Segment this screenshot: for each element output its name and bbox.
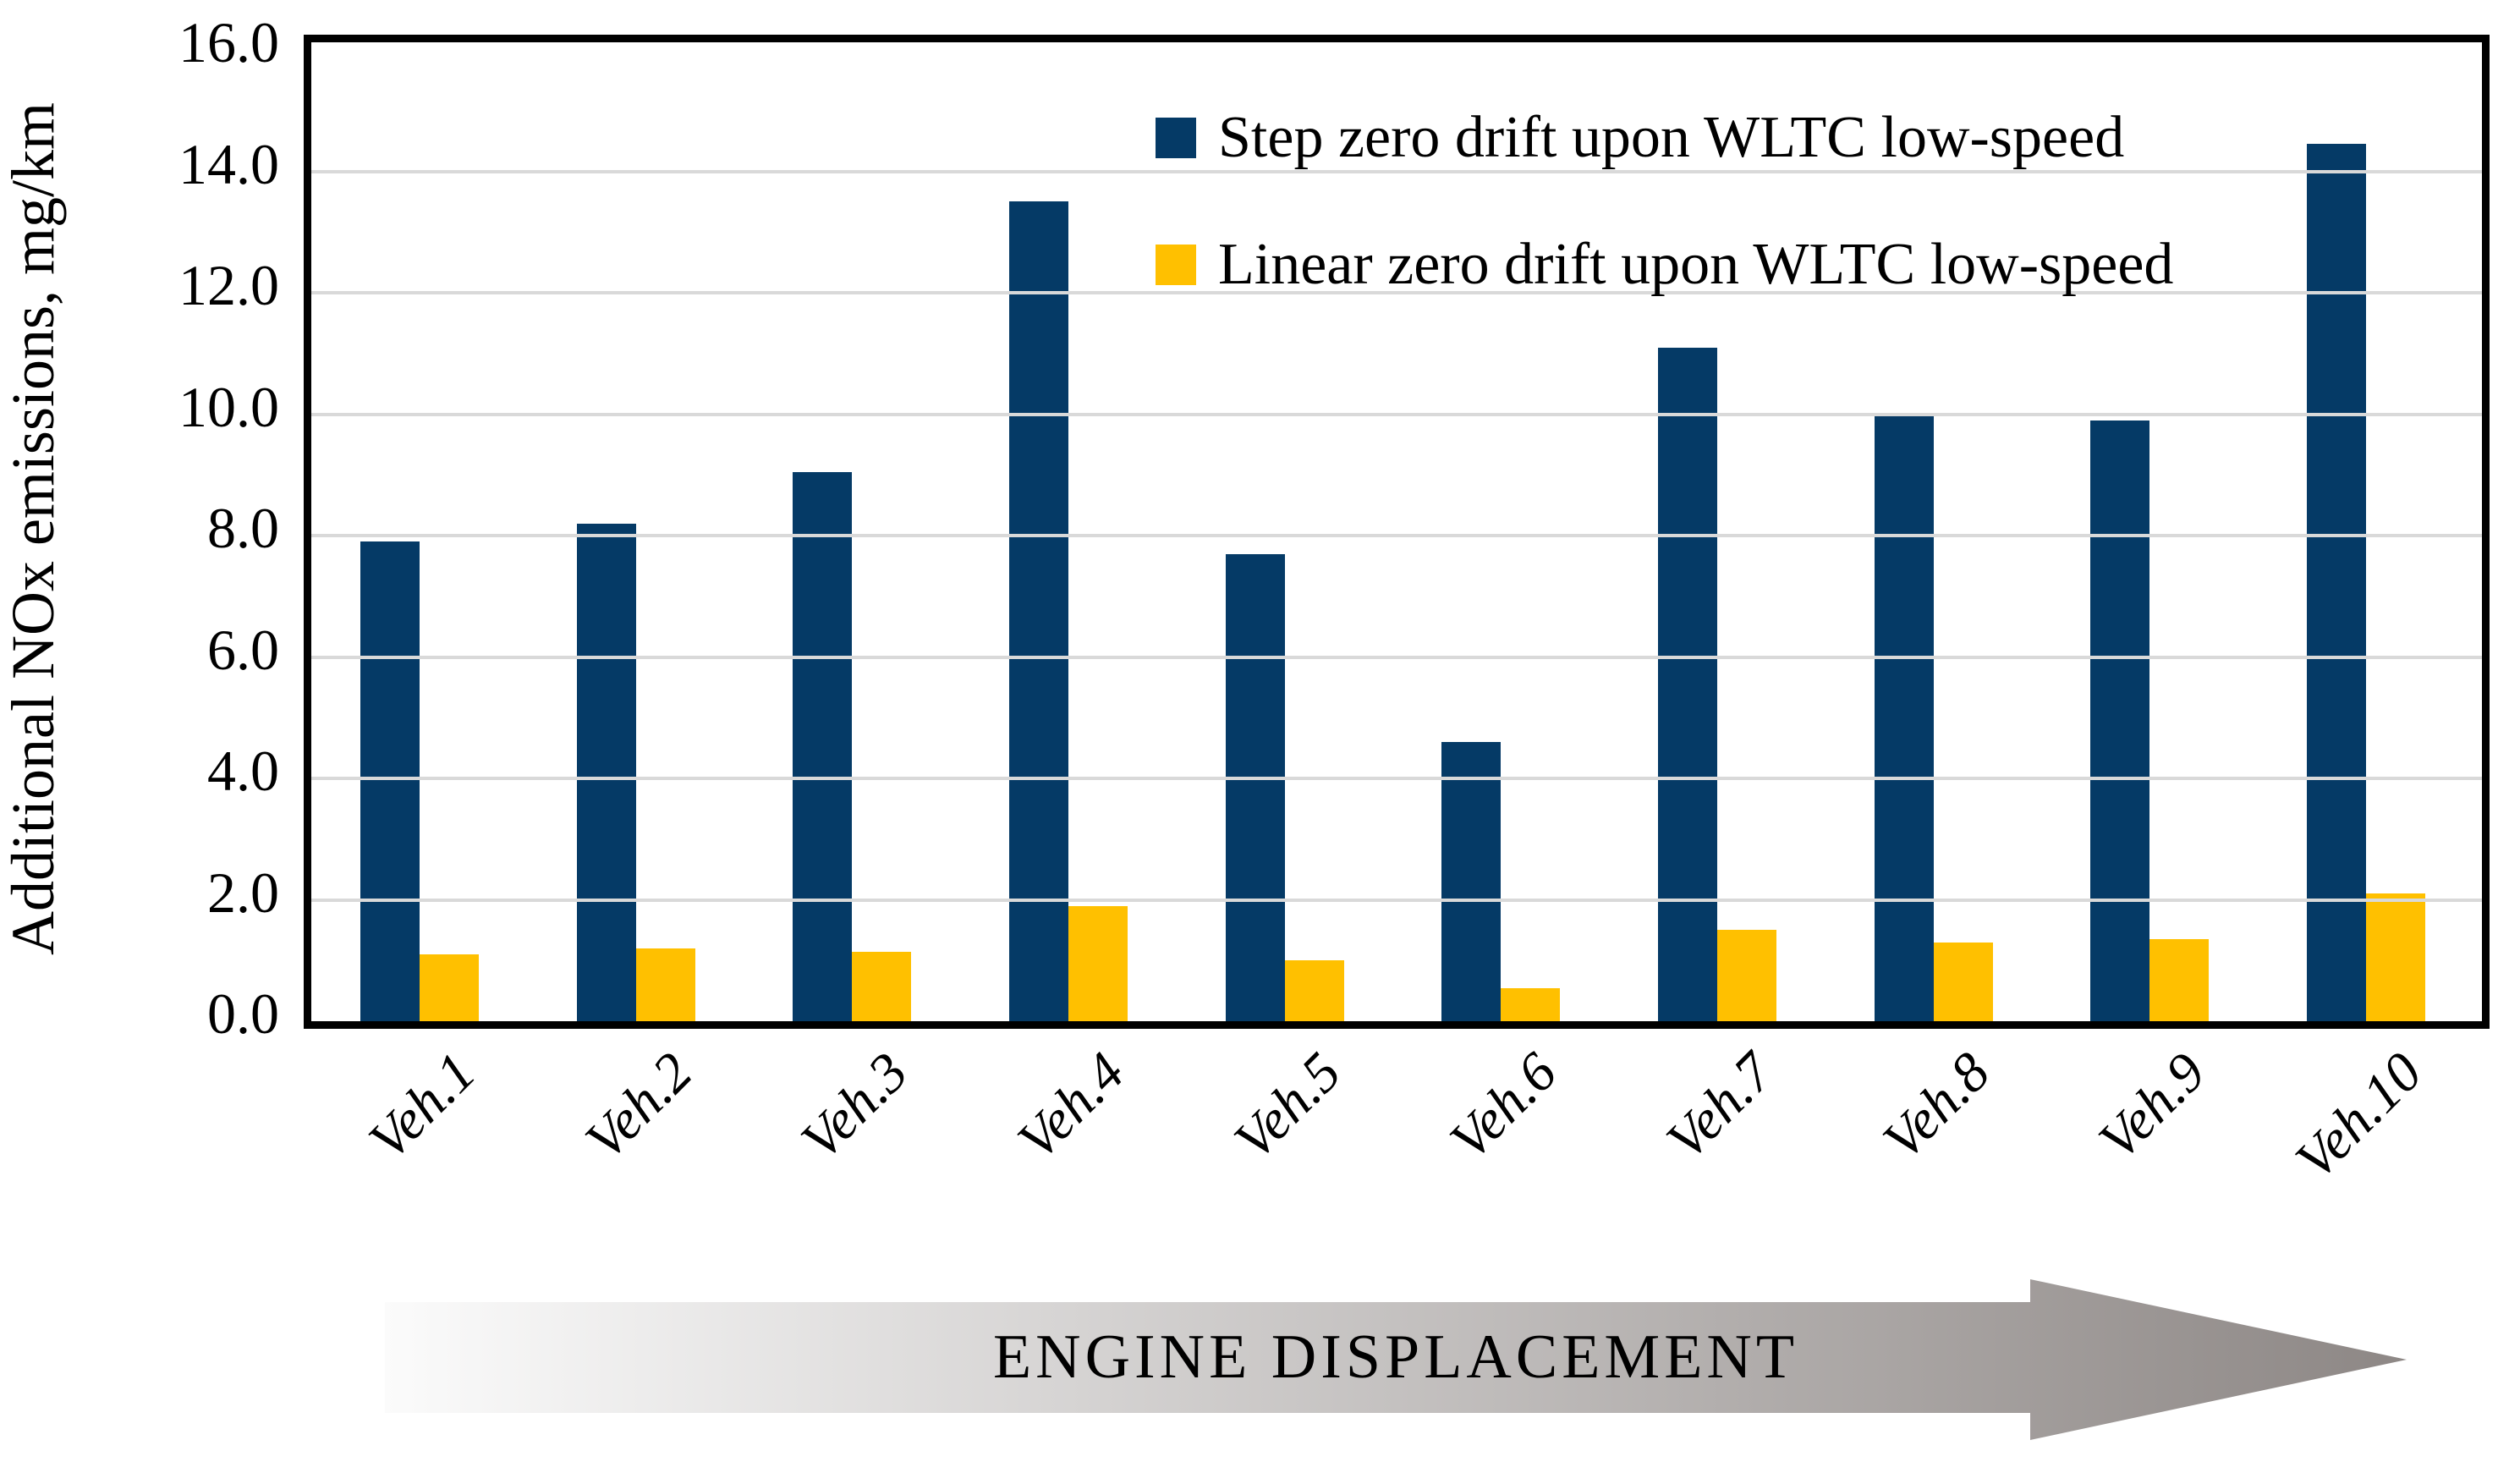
gridline	[311, 291, 2482, 294]
gridline	[311, 412, 2482, 416]
bar-step-Veh.1	[360, 541, 420, 1021]
gridline	[311, 777, 2482, 780]
y-tick-label: 10.0	[178, 374, 279, 439]
bar-linear-Veh.5	[1284, 960, 1344, 1021]
bar-linear-Veh.8	[1933, 942, 1993, 1021]
y-tick-label: 16.0	[178, 10, 279, 74]
bar-step-Veh.8	[1874, 414, 1934, 1021]
bar-step-Veh.10	[2307, 144, 2367, 1021]
engine-displacement-arrow	[385, 1279, 2407, 1440]
bar-linear-Veh.6	[1501, 987, 1561, 1021]
bar-linear-Veh.1	[419, 954, 479, 1021]
bar-linear-Veh.3	[852, 951, 912, 1021]
engine-displacement-label: ENGINE DISPLACEMENT	[992, 1322, 1799, 1392]
legend-swatch-linear	[1156, 245, 1196, 285]
gridline	[311, 898, 2482, 902]
bar-linear-Veh.7	[1717, 930, 1777, 1021]
bar-step-Veh.9	[2090, 420, 2150, 1021]
y-tick-label: 8.0	[207, 496, 279, 560]
gridline	[311, 169, 2482, 173]
arrow-shape	[385, 1279, 2407, 1440]
legend-item: Step zero drift upon WLTC low-speed	[1156, 107, 2124, 169]
bar-linear-Veh.10	[2366, 893, 2426, 1021]
plot-inner	[311, 42, 2482, 1021]
bar-step-Veh.6	[1441, 741, 1502, 1021]
legend-label: Linear zero drift upon WLTC low-speed	[1218, 232, 2174, 297]
y-tick-label: 0.0	[207, 981, 279, 1046]
plot-area	[304, 35, 2490, 1029]
bar-step-Veh.3	[793, 471, 853, 1021]
bar-linear-Veh.4	[1068, 905, 1128, 1021]
gridline	[311, 534, 2482, 537]
legend-label: Step zero drift upon WLTC low-speed	[1218, 105, 2125, 170]
bar-linear-Veh.2	[635, 948, 695, 1021]
legend-item: Linear zero drift upon WLTC low-speed	[1156, 234, 2173, 296]
y-tick-label: 6.0	[207, 617, 279, 682]
y-tick-label: 14.0	[178, 131, 279, 196]
bar-step-Veh.5	[1225, 553, 1285, 1021]
bar-step-Veh.4	[1008, 201, 1068, 1021]
bar-step-Veh.7	[1658, 347, 1718, 1021]
gridline	[311, 655, 2482, 659]
y-tick-label: 4.0	[207, 739, 279, 803]
bar-step-Veh.2	[576, 523, 636, 1021]
y-tick-label: 2.0	[207, 860, 279, 925]
bar-linear-Veh.9	[2149, 939, 2210, 1021]
y-tick-label: 12.0	[178, 253, 279, 317]
legend-swatch-step	[1156, 118, 1196, 158]
